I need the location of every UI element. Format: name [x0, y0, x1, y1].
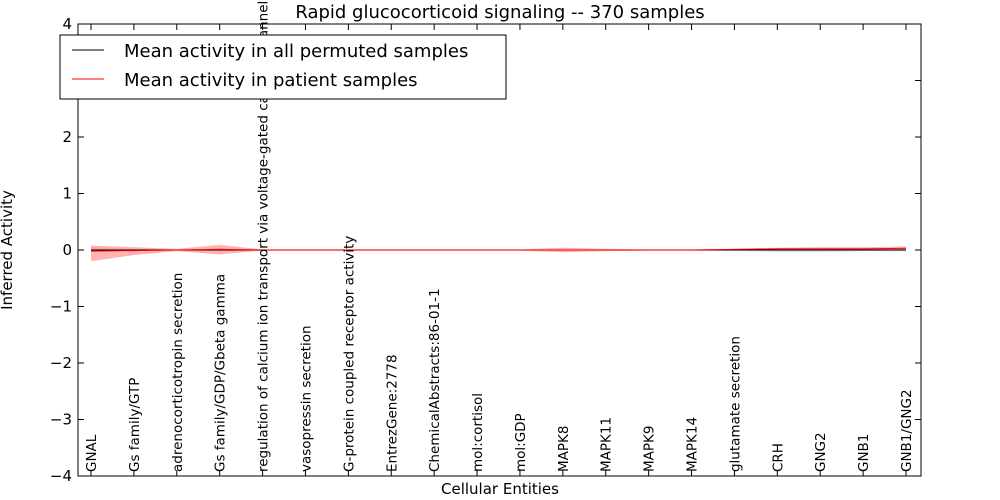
x-tick-label: Gs family/GTP [127, 378, 143, 472]
x-tick-label: ChemicalAbstracts:86-01-1 [427, 288, 443, 472]
band-patient [91, 244, 906, 262]
y-axis-label: Inferred Activity [0, 190, 16, 310]
x-tick-label: GNB1 [856, 434, 872, 472]
legend-box [59, 34, 507, 100]
x-axis-label: Cellular Entities [441, 480, 559, 498]
x-tick-label: adrenocorticotropin secretion [170, 273, 186, 472]
x-tick-label: G-protein coupled receptor activity [341, 236, 357, 472]
x-tick-label: glutamate secretion [727, 336, 743, 472]
x-tick-label: mol:GDP [513, 413, 529, 472]
x-tick-label: MAPK9 [642, 426, 658, 472]
y-tick-label: 2 [62, 128, 72, 146]
x-tick-label: Gs family/GDP/Gbeta gamma [213, 274, 229, 472]
chart-title: Rapid glucocorticoid signaling -- 370 sa… [295, 2, 704, 23]
x-tick-label: EntrezGene:2778 [384, 354, 400, 472]
y-tick-label: −1 [50, 298, 72, 316]
confidence-bands [91, 244, 906, 262]
x-tick-label: GNAL [84, 434, 100, 472]
y-axis: 43210−1−2−3−4 [50, 15, 921, 485]
x-tick-label: regulation of calcium ion transport via … [256, 0, 272, 472]
line-patient [90, 247, 907, 252]
y-tick-label: 0 [62, 241, 72, 259]
y-tick-label: −3 [50, 411, 72, 429]
x-tick-label: MAPK11 [599, 417, 615, 472]
legend-label-permuted: Mean activity in all permuted samples [124, 41, 468, 62]
y-tick-label: −2 [50, 354, 72, 372]
x-tick-label: vasopressin secretion [298, 325, 314, 472]
y-tick-label: 4 [62, 15, 72, 33]
legend-label-patient: Mean activity in patient samples [124, 70, 418, 91]
x-tick-label: GNG2 [813, 432, 829, 472]
series-lines [90, 247, 907, 252]
legend: Mean activity in all permuted samples Me… [59, 34, 507, 100]
x-tick-label: GNB1/GNG2 [899, 389, 915, 472]
y-tick-label: 1 [62, 185, 72, 203]
x-tick-label: MAPK8 [556, 426, 572, 472]
x-tick-label: CRH [770, 443, 786, 472]
y-tick-label: −4 [50, 467, 72, 485]
x-tick-label: MAPK14 [685, 417, 701, 472]
x-tick-label: mol:cortisol [470, 393, 486, 472]
x-axis: GNAL Gs family/GTP adrenocorticotropin sec… [84, 0, 915, 476]
